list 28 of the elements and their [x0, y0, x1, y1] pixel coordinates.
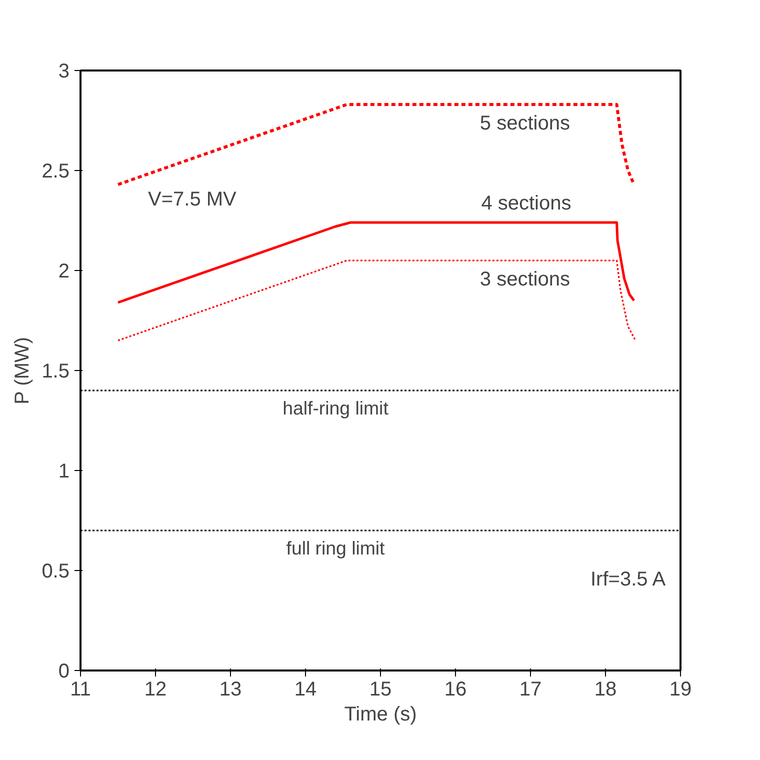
series-label: 4 sections	[481, 192, 572, 214]
x-tick-label: 15	[369, 678, 392, 700]
series-label: 5 sections	[480, 112, 570, 134]
line-series	[116, 221, 636, 304]
y-tick-label: 2	[58, 260, 70, 282]
y-tick-label: 1.5	[42, 360, 70, 382]
line-series	[117, 260, 636, 342]
x-tick-label: 16	[444, 678, 467, 700]
y-axis-title: P (MW)	[12, 336, 34, 404]
x-tick-label: 12	[144, 678, 167, 700]
y-tick-label: 2.5	[42, 160, 70, 182]
x-tick-label: 11	[70, 678, 91, 700]
series-label: 3 sections	[480, 268, 570, 290]
y-tick-label: 0.5	[42, 560, 70, 582]
x-axis-title: Time (s)	[344, 704, 417, 726]
annotation: V=7.5 MV	[148, 188, 238, 210]
ref-line-label: half-ring limit	[282, 398, 390, 418]
y-tick-label: 1	[58, 460, 70, 482]
y-tick-label: 0	[58, 660, 70, 682]
x-tick-label: 19	[669, 678, 692, 700]
x-tick-label: 17	[519, 678, 542, 700]
annotation: Irf=3.5 A	[590, 568, 666, 590]
ref-line-label: full ring limit	[286, 538, 386, 558]
x-tick-label: 18	[594, 678, 617, 700]
x-tick-label: 13	[219, 678, 242, 700]
line-series	[116, 103, 636, 186]
x-tick-label: 14	[294, 678, 317, 700]
y-tick-label: 3	[58, 60, 70, 82]
